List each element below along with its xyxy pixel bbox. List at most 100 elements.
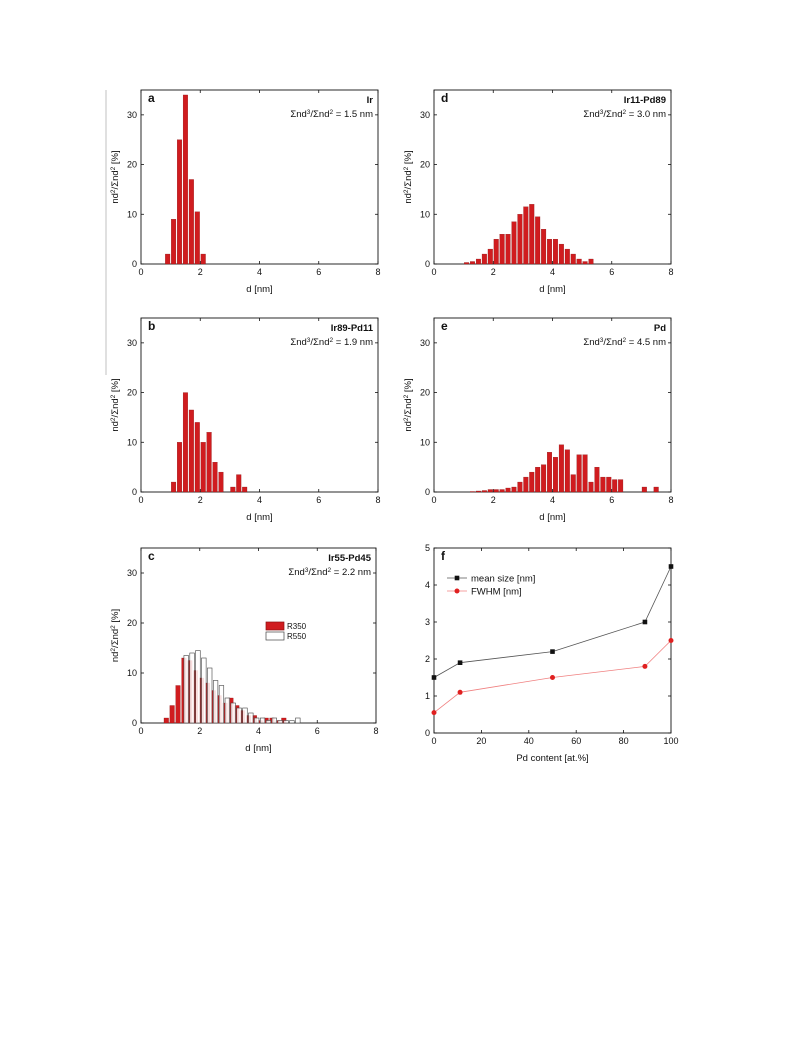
y-axis-title-part: [%] (403, 150, 414, 166)
annotation-part: Σnd (290, 109, 306, 120)
x-tick-label: 2 (197, 726, 202, 736)
x-tick-label: 4 (257, 267, 262, 277)
y-axis-title-superscript: 2 (110, 648, 117, 652)
y-tick-label: 1 (425, 691, 430, 701)
histogram-bar (177, 442, 182, 493)
annotation-part: = 3.0 nm (626, 109, 666, 120)
y-axis-title-part: nd (403, 170, 414, 181)
y-tick-label: 0 (132, 718, 137, 728)
y-axis-title-part: nd (403, 193, 414, 204)
y-axis-title: nd2/Σnd2 [%] (110, 378, 122, 431)
y-axis-title-part: Σ (403, 181, 414, 187)
x-axis-title: d [nm] (246, 284, 272, 295)
annotation-part: /Σnd (603, 337, 622, 348)
y-axis-title-part: nd (110, 652, 121, 663)
annotation-part: /Σnd (310, 109, 329, 120)
histogram-bar (535, 466, 541, 493)
annotation-superscript: 2 (623, 337, 627, 344)
histogram-bar (588, 481, 594, 493)
histogram-bar (248, 712, 254, 724)
fwhm-marker (431, 710, 437, 716)
mean-size-marker (431, 675, 437, 680)
histogram-bar (600, 476, 606, 493)
histogram-bar (475, 490, 481, 493)
histogram-bar (582, 454, 588, 493)
histogram-bar (218, 471, 224, 493)
histogram-bar (541, 229, 547, 265)
y-tick-label: 3 (425, 617, 430, 627)
histogram-bar (207, 667, 213, 724)
y-tick-label: 2 (425, 654, 430, 664)
fwhm-marker (668, 638, 674, 643)
histogram-bar (188, 409, 194, 493)
y-axis-title-part: nd (110, 629, 121, 640)
y-axis-title-superscript: 2 (403, 166, 410, 170)
legend-label: FWHM [nm] (471, 587, 522, 598)
histogram-bar (547, 238, 552, 265)
x-tick-label: 6 (609, 267, 614, 277)
annotation-superscript: 3 (307, 337, 311, 344)
legend-marker-circle (454, 588, 460, 594)
histogram-bar (487, 489, 493, 493)
x-axis-title: d [nm] (539, 512, 565, 523)
legend-swatch-r550 (265, 631, 285, 641)
histogram-bar (493, 238, 499, 265)
y-tick-label: 10 (127, 668, 137, 678)
histogram-bar (470, 261, 475, 265)
annotation-superscript: 3 (307, 109, 311, 116)
histogram-bar (289, 720, 295, 724)
histogram-bar (236, 474, 242, 493)
sample-name: Ir11-Pd89 (624, 95, 666, 106)
y-tick-label: 30 (420, 110, 430, 120)
y-axis-title-superscript: 2 (403, 417, 410, 421)
histogram-bar (175, 685, 181, 724)
histogram-bar (612, 479, 618, 493)
chart-panel-f: 0 20 40 60 80 100 0 1 2 3 4 5 Pd content [at.%] f mean… (425, 543, 679, 764)
histogram-bar (505, 487, 511, 493)
x-axis-title: d [nm] (539, 284, 565, 295)
histogram-bar (570, 253, 576, 265)
histogram-bar (171, 219, 177, 265)
annotation-part: Σnd (290, 337, 306, 348)
mean-size-marker (642, 619, 648, 625)
histogram-bar (523, 476, 529, 493)
x-tick-label: 2 (491, 495, 496, 505)
histogram-bar (200, 442, 206, 493)
annotation-part: /Σnd (308, 567, 327, 578)
x-tick-label: 8 (373, 726, 378, 736)
y-tick-label: 30 (127, 110, 137, 120)
legend-swatch-r350 (265, 621, 285, 631)
histogram-bar (295, 717, 301, 724)
x-tick-label: 6 (316, 267, 321, 277)
histogram-bar (481, 490, 487, 493)
histogram-bar (177, 139, 182, 265)
y-tick-label: 10 (127, 437, 137, 447)
mean-size-annotation: Σnd3/Σnd2 = 4.5 nm (583, 337, 666, 349)
histogram-bar (553, 457, 558, 493)
histogram-bar (165, 253, 171, 265)
y-axis-title-superscript: 2 (110, 625, 117, 629)
y-axis-title-part: nd (110, 421, 121, 432)
histogram-bar (206, 432, 212, 493)
y-tick-label: 0 (425, 728, 430, 738)
mean-size-marker (668, 564, 674, 569)
panel-letter: a (148, 91, 155, 105)
fwhm-marker (457, 689, 463, 695)
x-tick-label: 2 (198, 495, 203, 505)
histogram-bar (265, 720, 272, 724)
x-tick-label: 4 (550, 267, 555, 277)
histogram-bar (200, 253, 206, 265)
y-axis-title: nd2/Σnd2 [%] (403, 150, 415, 203)
histogram-bar (576, 454, 582, 493)
histogram-bar (541, 464, 547, 493)
legend-label: R350 (287, 622, 307, 631)
y-axis-title-part: [%] (403, 378, 414, 394)
y-axis-title-part: Σ (110, 409, 121, 415)
x-tick-label: 6 (316, 495, 321, 505)
y-tick-label: 4 (425, 580, 430, 590)
x-tick-label: 2 (198, 267, 203, 277)
annotation-part: = 1.5 nm (333, 109, 373, 120)
y-axis-title-part: / (110, 414, 121, 417)
